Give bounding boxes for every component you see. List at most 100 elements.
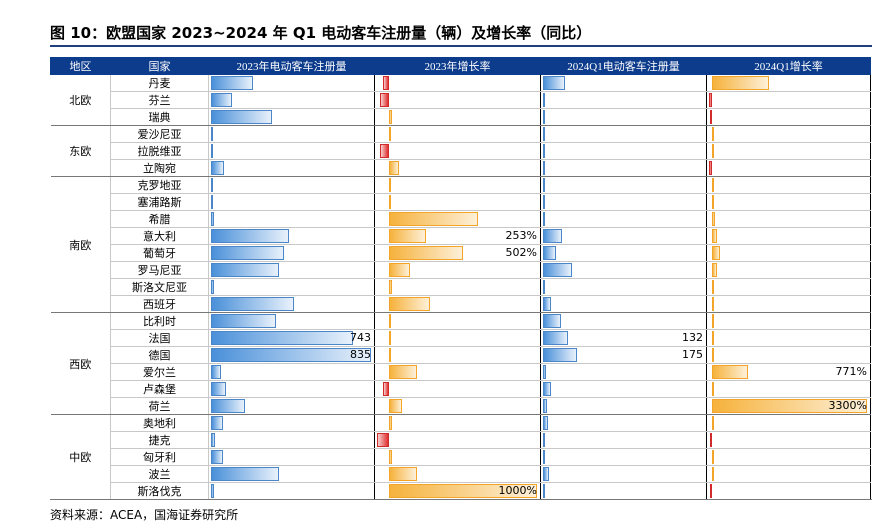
bar-cell: [208, 414, 375, 432]
data-bar: [543, 484, 545, 498]
bar-cell: [374, 278, 541, 296]
data-bar: [211, 127, 213, 141]
bar-cell: [374, 74, 541, 92]
bar-cell: [706, 176, 871, 194]
column-header: 2024Q1电动客车注册量: [540, 57, 707, 75]
data-bar: [711, 195, 714, 209]
bar-cell: [208, 142, 375, 160]
bar-cell: [706, 295, 871, 313]
bar-cell: [540, 312, 707, 330]
country-cell: 卢森堡: [110, 380, 209, 398]
bar-cell: [706, 108, 871, 126]
bar-cell: [706, 91, 871, 109]
bar-cell: [208, 159, 375, 177]
bar-cell: [208, 431, 375, 449]
data-bar: [211, 161, 224, 175]
row: 瑞典: [51, 108, 871, 126]
bar-cell: [706, 380, 871, 398]
row: 东欧 爱沙尼亚: [50, 125, 871, 177]
value-label: 835: [350, 348, 371, 361]
data-bar: [711, 450, 714, 464]
data-bar: [543, 365, 546, 379]
data-bar: [211, 365, 221, 379]
data-bar: [388, 110, 392, 124]
bar-cell: [374, 329, 541, 347]
data-bar: [711, 416, 714, 430]
country-cell: 希腊: [110, 210, 209, 228]
data-bar: [543, 178, 545, 192]
bar-cell: [374, 431, 541, 449]
bar-cell: [374, 91, 541, 109]
data-bar: [543, 399, 547, 413]
data-bar: [543, 314, 562, 328]
bar-cell: [540, 482, 707, 500]
data-bar: [711, 399, 867, 413]
row: 葡萄牙 502%: [51, 244, 871, 262]
bar-cell: [208, 363, 375, 381]
data-bar: [211, 110, 272, 124]
data-bar: [711, 297, 714, 311]
row: 斯洛伐克 1000%: [51, 482, 871, 500]
data-bar: [543, 229, 562, 243]
bar-cell: [706, 227, 871, 245]
data-bar: [211, 280, 214, 294]
row: 卢森堡: [51, 380, 871, 398]
country-cell: 立陶宛: [110, 159, 209, 177]
column-header: 2023年电动客车注册量: [208, 57, 375, 75]
data-bar: [211, 399, 246, 413]
row: 立陶宛: [51, 159, 871, 177]
bar-cell: [374, 193, 541, 211]
country-cell: 波兰: [110, 465, 209, 483]
bar-cell: [208, 448, 375, 466]
bar-cell: 3300%: [706, 397, 871, 415]
bar-cell: [208, 278, 375, 296]
bar-cell: [540, 244, 707, 262]
data-bar: [711, 280, 714, 294]
bar-cell: 253%: [374, 227, 541, 245]
data-bar: [388, 331, 391, 345]
bar-cell: [706, 125, 871, 143]
data-bar: [211, 416, 223, 430]
bar-cell: [540, 363, 707, 381]
data-bar: [711, 348, 714, 362]
data-bar: [543, 161, 545, 175]
value-label: 743: [350, 331, 371, 344]
bar-cell: 743: [208, 329, 375, 347]
data-bar: [379, 93, 389, 107]
row: 爱尔兰 771%: [51, 363, 871, 381]
data-bar: [211, 450, 223, 464]
bar-cell: [540, 108, 707, 126]
data-bar: [388, 314, 392, 328]
country-cell: 匈牙利: [110, 448, 209, 466]
bar-cell: [208, 227, 375, 245]
bar-cell: [208, 74, 375, 92]
bar-cell: [208, 244, 375, 262]
bar-cell: [208, 91, 375, 109]
bar-cell: [208, 193, 375, 211]
data-bar: [709, 110, 712, 124]
data-bar: [211, 314, 276, 328]
data-bar: [388, 280, 392, 294]
rule: [50, 45, 872, 47]
data-bar: [711, 144, 714, 158]
bar-cell: [706, 329, 871, 347]
data-bar: [711, 263, 717, 277]
country-cell: 罗马尼亚: [110, 261, 209, 279]
bar-cell: [540, 176, 707, 194]
source: 资料来源：ACEA，国海证券研究所: [50, 508, 239, 522]
data-bar: [711, 212, 715, 226]
bar-cell: [540, 380, 707, 398]
bar-cell: [374, 346, 541, 364]
data-bar: [379, 144, 389, 158]
data-bar: [711, 331, 714, 345]
data-bar: [388, 229, 427, 243]
bar-cell: [706, 482, 871, 500]
data-bar: [543, 382, 551, 396]
data-bar: [211, 263, 280, 277]
bar-cell: [374, 125, 541, 143]
bar-cell: [208, 295, 375, 313]
value-label: 175: [682, 348, 703, 361]
data-bar: [543, 144, 545, 158]
column-header: 国家: [110, 57, 209, 75]
